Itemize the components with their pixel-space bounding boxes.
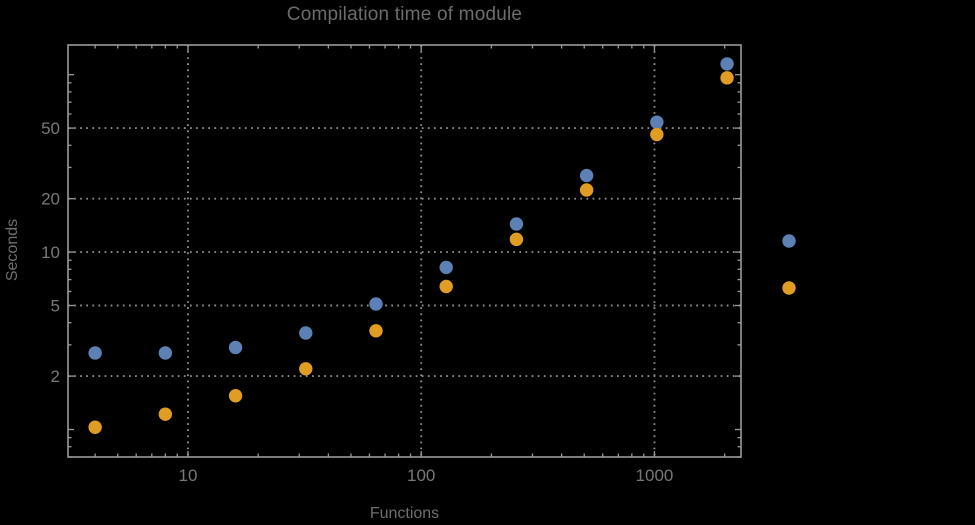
x-tick-label: 1000 bbox=[636, 466, 674, 485]
data-point-orange bbox=[228, 389, 243, 403]
chart-title: Compilation time of module bbox=[286, 4, 523, 25]
data-point-blue bbox=[299, 326, 313, 340]
y-tick-label: 20 bbox=[41, 190, 60, 209]
data-point-blue bbox=[720, 57, 734, 71]
data-point-orange bbox=[88, 420, 102, 434]
legend-marker-orange bbox=[782, 281, 796, 295]
data-point-blue bbox=[369, 297, 383, 311]
legend-marker-blue bbox=[782, 234, 796, 248]
data-point-blue bbox=[88, 346, 102, 360]
data-point-orange bbox=[650, 127, 664, 142]
data-point-blue bbox=[228, 340, 243, 355]
data-point-orange bbox=[720, 71, 734, 85]
data-point-orange bbox=[369, 324, 383, 338]
data-point-blue bbox=[439, 260, 453, 275]
y-tick-label: 10 bbox=[41, 243, 60, 262]
data-point-blue bbox=[158, 346, 173, 360]
data-point-blue bbox=[650, 115, 664, 129]
plot-frame bbox=[67, 44, 742, 458]
y-tick-label: 2 bbox=[51, 367, 60, 386]
data-point-orange bbox=[299, 362, 313, 376]
data-point-orange bbox=[439, 279, 453, 294]
data-point-orange bbox=[158, 407, 173, 421]
x-axis-label: Functions bbox=[369, 505, 440, 522]
data-point-orange bbox=[509, 232, 524, 247]
data-point-orange bbox=[579, 183, 594, 197]
data-point-blue bbox=[509, 217, 524, 231]
y-tick-label: 5 bbox=[51, 297, 60, 316]
x-tick-label: 10 bbox=[178, 466, 197, 485]
x-tick-label: 100 bbox=[407, 466, 435, 485]
y-tick-label: 50 bbox=[41, 119, 60, 138]
data-point-blue bbox=[579, 168, 594, 183]
